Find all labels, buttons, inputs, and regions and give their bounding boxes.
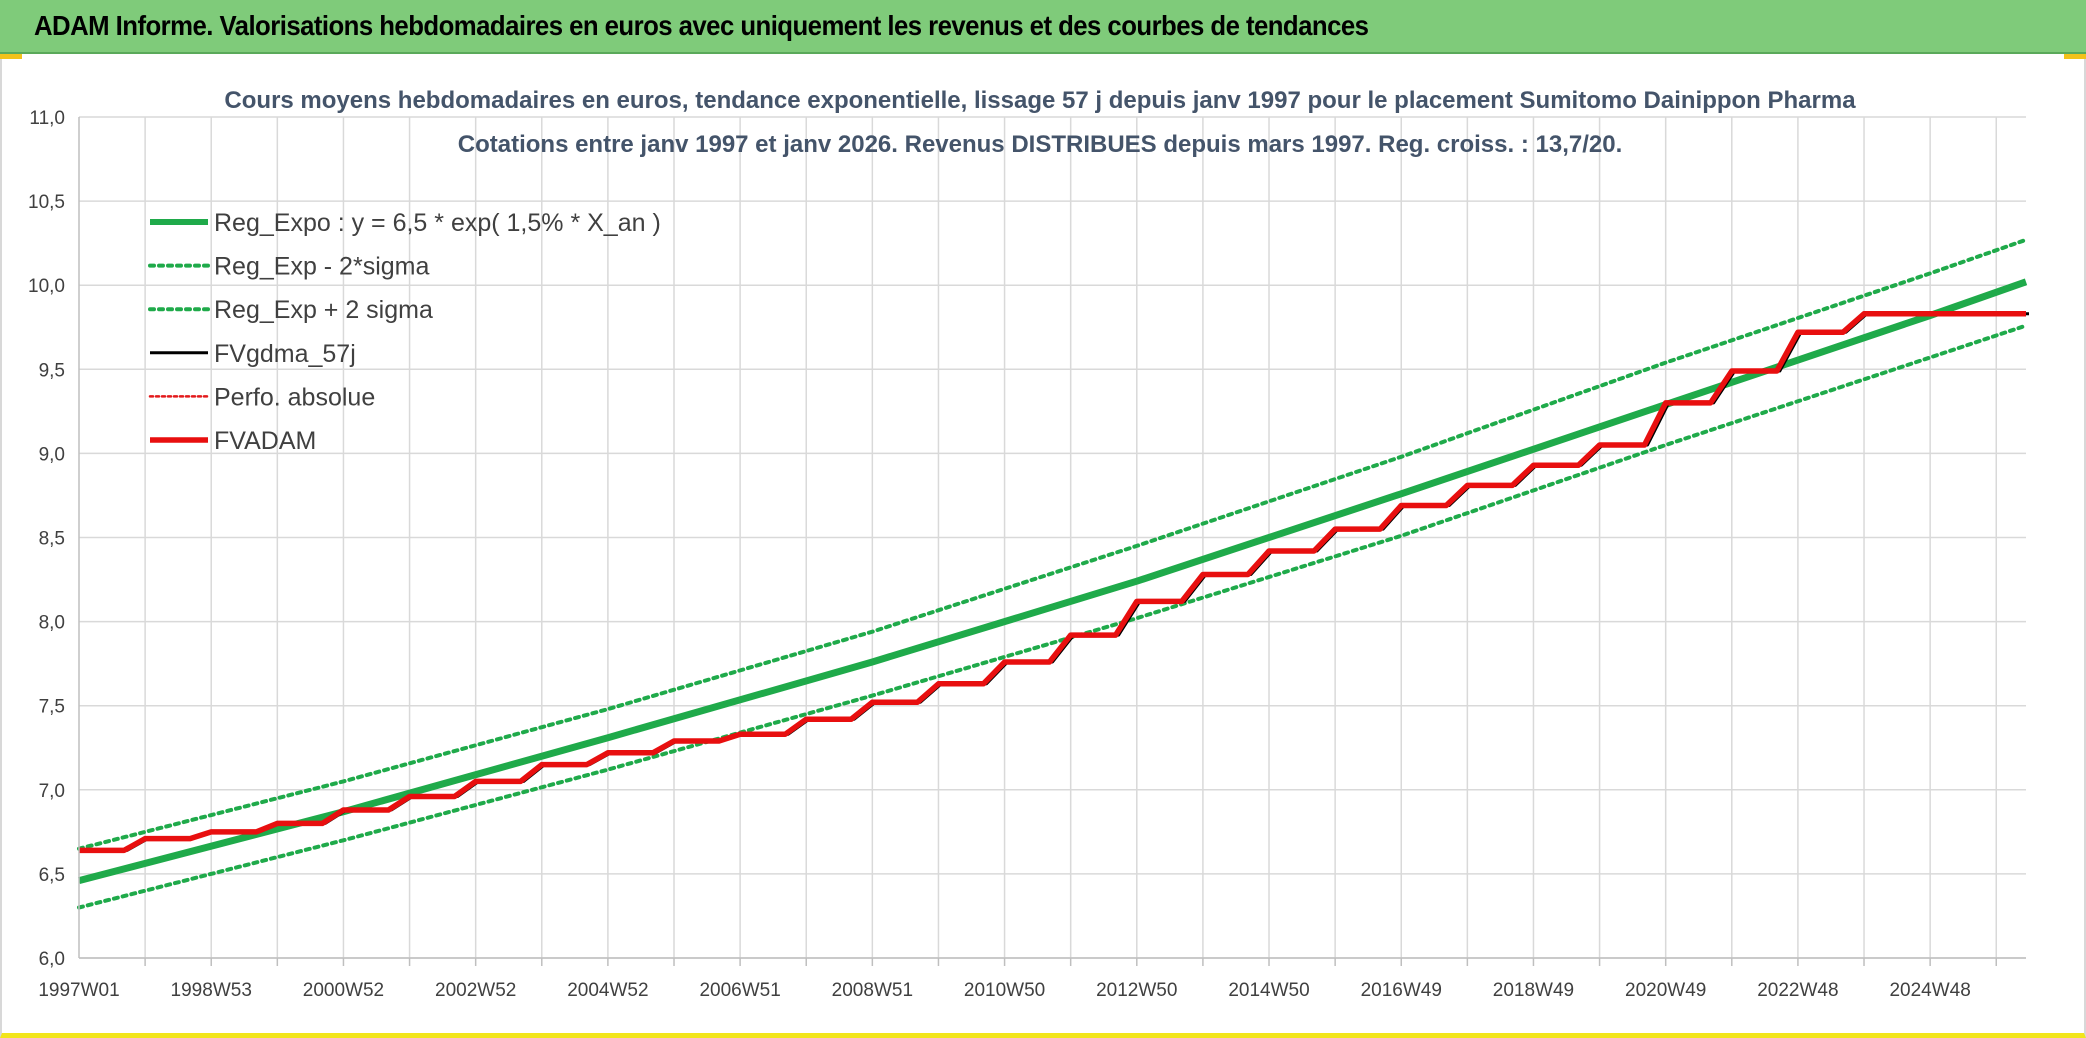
y-tick-label: 10,0 — [28, 276, 65, 297]
x-tick-label: 2020W49 — [1625, 980, 1706, 1001]
x-tick-label: 2012W50 — [1096, 980, 1177, 1001]
x-tick-label: 2006W51 — [699, 980, 780, 1001]
chart-area: 6,0 6,5 7,0 7,5 8,0 8,5 9,0 9,5 10,0 10,5 11,0 1997… — [8, 60, 2074, 1028]
legend-label: Reg_Exp - 2*sigma — [214, 253, 429, 281]
y-tick-label: 9,5 — [39, 360, 65, 381]
y-tick-label: 7,0 — [39, 781, 65, 802]
x-tick-label: 2018W49 — [1493, 980, 1574, 1001]
y-tick-label: 8,0 — [39, 613, 65, 634]
report-title: ADAM Informe. Valorisations hebdomadaire… — [34, 10, 1369, 41]
valuation-line-chart: 6,0 6,5 7,0 7,5 8,0 8,5 9,0 9,5 10,0 10,5 11,0 1997… — [28, 87, 2029, 1001]
report-header: ADAM Informe. Valorisations hebdomadaire… — [0, 0, 2086, 54]
x-tick-label: 2002W52 — [435, 980, 516, 1001]
x-tick-label: 2014W50 — [1228, 980, 1309, 1001]
x-tick-label: 1997W01 — [38, 980, 119, 1001]
y-tick-label: 11,0 — [29, 108, 65, 129]
y-tick-label: 10,5 — [28, 192, 65, 213]
corner-accent-right — [2064, 52, 2086, 59]
chart-subtitle: Cotations entre janv 1997 et janv 2026. … — [458, 131, 1623, 158]
x-tick-label: 2004W52 — [567, 980, 648, 1001]
x-tick-label: 2022W48 — [1757, 980, 1838, 1001]
series-line-0 — [78, 278, 2028, 884]
series-line-1 — [77, 323, 2028, 910]
series-line-2 — [77, 237, 2028, 851]
series-line-fvadam — [79, 311, 2026, 854]
grid — [79, 116, 2026, 959]
x-tick-label: 2016W49 — [1361, 980, 1442, 1001]
legend-label: FVgdma_57j — [214, 340, 356, 368]
x-tick-label: 2008W51 — [832, 980, 913, 1001]
x-tick-label: 1998W53 — [171, 980, 252, 1001]
y-tick-label: 6,0 — [39, 949, 65, 970]
x-tick-label: 2010W50 — [964, 980, 1045, 1001]
legend: Reg_Expo : y = 6,5 * exp( 1,5% * X_an ) R… — [148, 209, 661, 455]
y-tick-label: 6,5 — [39, 865, 65, 886]
axes: 6,0 6,5 7,0 7,5 8,0 8,5 9,0 9,5 10,0 10,5 11,0 1997… — [28, 108, 2026, 1001]
y-tick-label: 8,5 — [39, 529, 65, 550]
legend-label: Reg_Expo : y = 6,5 * exp( 1,5% * X_an ) — [214, 209, 661, 237]
y-tick-label: 9,0 — [39, 444, 65, 465]
x-tick-label: 2024W48 — [1889, 980, 1970, 1001]
legend-label: FVADAM — [214, 427, 316, 455]
legend-label: Perfo. absolue — [214, 383, 375, 411]
legend-label: Reg_Exp + 2 sigma — [214, 296, 433, 324]
x-tick-label: 2000W52 — [303, 980, 384, 1001]
y-tick-label: 7,5 — [39, 697, 65, 718]
chart-title: Cours moyens hebdomadaires en euros, ten… — [224, 87, 1856, 114]
series-layer — [77, 237, 2029, 910]
corner-accent-left — [0, 52, 22, 59]
